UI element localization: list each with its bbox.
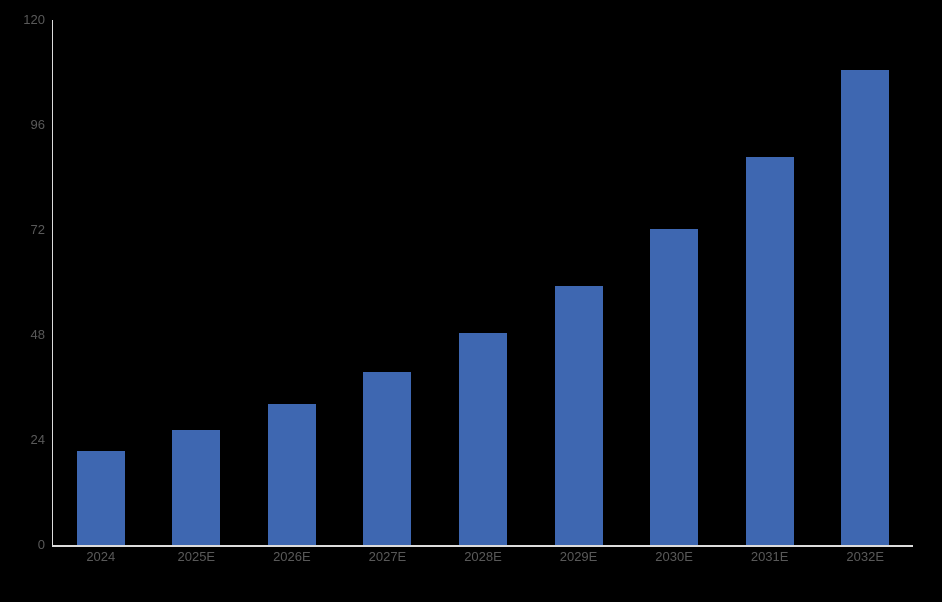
x-axis-tick-label: 2027E [368,549,407,564]
x-axis-tick-label: 2028E [464,549,502,564]
x-axis-tick-label: 2029E [559,549,598,564]
x-axis-tick-label: 2026E [273,549,311,564]
bar [267,404,316,545]
y-axis-tick-label: 24 [30,432,45,447]
y-axis-line [51,20,53,547]
x-axis-tick-label: 2032E [846,549,884,564]
x-axis-tick-label: 2030E [655,549,693,564]
y-axis-tick-label: 72 [30,222,45,237]
y-axis-tick-label: 0 [37,537,45,552]
bar [459,333,507,545]
x-axis-tick-label: 2025E [177,549,216,564]
x-axis-tick-label: 2024 [86,549,116,564]
y-axis-tick-label: 120 [23,12,45,27]
bar [554,286,603,545]
x-axis-line [51,545,913,547]
y-axis-tick-label: 48 [30,327,45,342]
y-axis-tick-label: 96 [30,117,45,132]
bar [172,429,221,545]
x-axis-tick-label: 2031E [750,549,789,564]
bar [650,228,699,545]
bar [363,372,412,545]
bar [745,157,794,545]
bar [841,69,890,545]
bar [76,451,125,545]
